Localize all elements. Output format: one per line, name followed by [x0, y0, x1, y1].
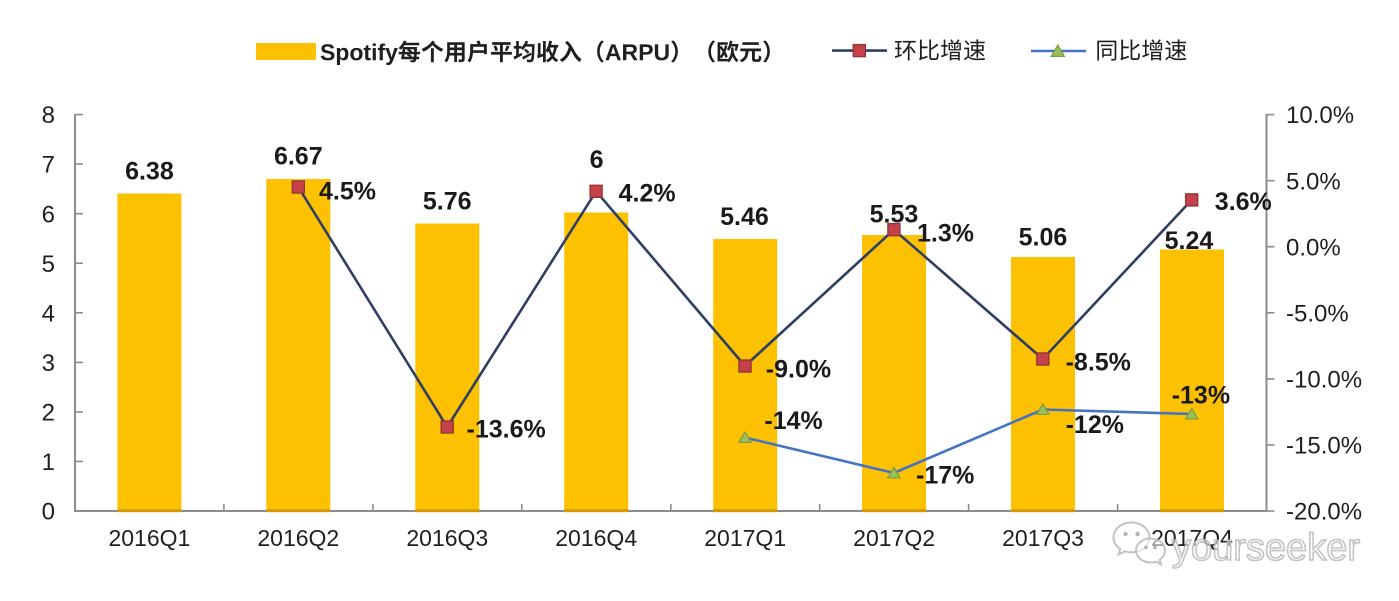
svg-text:4.2%: 4.2% [619, 180, 676, 208]
svg-text:-13.6%: -13.6% [467, 416, 546, 444]
svg-text:-13%: -13% [1172, 381, 1230, 409]
svg-text:3.6%: 3.6% [1215, 188, 1272, 216]
svg-text:-12%: -12% [1066, 411, 1124, 439]
svg-text:2017Q3: 2017Q3 [1002, 525, 1084, 551]
svg-text:6.67: 6.67 [274, 143, 323, 171]
svg-text:2: 2 [42, 400, 55, 427]
svg-text:3: 3 [42, 350, 55, 377]
svg-text:2016Q1: 2016Q1 [108, 525, 190, 551]
svg-text:2016Q4: 2016Q4 [555, 525, 637, 551]
svg-text:2016Q3: 2016Q3 [406, 525, 488, 551]
svg-text:4.5%: 4.5% [319, 177, 376, 205]
svg-text:-15.0%: -15.0% [1286, 433, 1362, 460]
svg-text:5.06: 5.06 [1019, 224, 1068, 252]
svg-text:2016Q2: 2016Q2 [257, 525, 339, 551]
svg-text:4: 4 [42, 300, 55, 327]
svg-text:5: 5 [42, 251, 55, 278]
svg-text:10.0%: 10.0% [1286, 102, 1354, 129]
svg-text:6: 6 [590, 146, 604, 174]
svg-text:5.46: 5.46 [720, 203, 769, 231]
svg-text:-20.0%: -20.0% [1286, 499, 1362, 526]
svg-text:-14%: -14% [764, 407, 822, 435]
svg-text:0: 0 [42, 499, 55, 526]
svg-text:5.76: 5.76 [423, 188, 472, 216]
svg-text:-5.0%: -5.0% [1286, 300, 1349, 327]
svg-text:1: 1 [42, 449, 55, 476]
svg-text:5.53: 5.53 [870, 200, 919, 228]
svg-text:6: 6 [42, 201, 55, 228]
svg-text:6.38: 6.38 [125, 158, 174, 186]
svg-text:yourseeker: yourseeker [1172, 527, 1360, 569]
svg-text:5.24: 5.24 [1165, 227, 1214, 255]
svg-text:7: 7 [42, 152, 55, 179]
svg-text:-8.5%: -8.5% [1066, 348, 1131, 376]
svg-text:5.0%: 5.0% [1286, 168, 1341, 195]
svg-text:8: 8 [42, 102, 55, 129]
svg-text:2017Q1: 2017Q1 [704, 525, 786, 551]
svg-text:0.0%: 0.0% [1286, 234, 1341, 261]
svg-text:-10.0%: -10.0% [1286, 367, 1362, 394]
svg-text:2017Q2: 2017Q2 [853, 525, 935, 551]
svg-text:-17%: -17% [916, 461, 974, 489]
svg-text:-9.0%: -9.0% [766, 356, 831, 384]
svg-text:1.3%: 1.3% [917, 219, 974, 247]
